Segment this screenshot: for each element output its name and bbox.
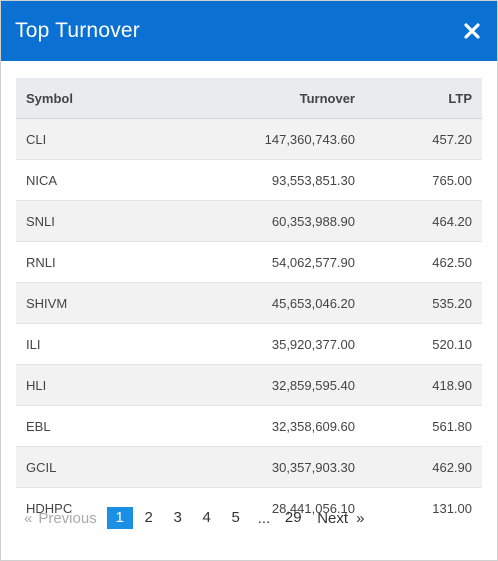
- turnover-cell: 45,653,046.20: [147, 282, 355, 324]
- table-row[interactable]: SHIVM 45,653,046.20 535.20: [16, 282, 482, 324]
- ltp-cell: 462.50: [355, 241, 482, 283]
- symbol-cell: SNLI: [16, 200, 148, 242]
- table-header-row: Symbol Turnover LTP: [16, 78, 482, 119]
- symbol-cell: EBL: [16, 405, 148, 447]
- table-body: CLI 147,360,743.60 457.20 NICA 93,553,851.30…: [16, 118, 482, 528]
- symbol-cell: ILI: [16, 323, 148, 365]
- close-icon[interactable]: [463, 22, 483, 42]
- turnover-cell: 93,553,851.30: [147, 159, 355, 201]
- modal-header: Top Turnover: [1, 1, 497, 61]
- table-row[interactable]: CLI 147,360,743.60 457.20: [16, 118, 482, 160]
- ltp-cell: 765.00: [355, 159, 482, 201]
- column-header-ltp[interactable]: LTP: [355, 78, 482, 119]
- column-header-turnover[interactable]: Turnover: [147, 78, 355, 119]
- pagination: « Previous 1 2 3 4 5 ... 29 Next »: [16, 507, 370, 529]
- symbol-cell: SHIVM: [16, 282, 148, 324]
- column-header-symbol[interactable]: Symbol: [16, 78, 148, 119]
- page-button-4[interactable]: 4: [202, 509, 211, 526]
- ltp-cell: 561.80: [355, 405, 482, 447]
- ltp-cell: 131.00: [355, 487, 482, 528]
- page-button-2[interactable]: 2: [144, 509, 153, 526]
- table-row[interactable]: RNLI 54,062,577.90 462.50: [16, 241, 482, 283]
- turnover-cell: 54,062,577.90: [147, 241, 355, 283]
- turnover-cell: 60,353,988.90: [147, 200, 355, 242]
- turnover-table: Symbol Turnover LTP CLI 147,360,743.60 457…: [16, 78, 482, 528]
- next-page-button[interactable]: Next: [317, 509, 349, 527]
- turnover-cell: 32,859,595.40: [147, 364, 355, 406]
- turnover-cell: 147,360,743.60: [147, 118, 355, 160]
- table-row[interactable]: NICA 93,553,851.30 765.00: [16, 159, 482, 201]
- previous-page-button[interactable]: Previous: [38, 509, 97, 527]
- previous-arrow-icon: «: [24, 509, 33, 527]
- turnover-cell: 35,920,377.00: [147, 323, 355, 365]
- ltp-cell: 520.10: [355, 323, 482, 365]
- ltp-cell: 418.90: [355, 364, 482, 406]
- symbol-cell: GCIL: [16, 446, 148, 488]
- table-row[interactable]: EBL 32,358,609.60 561.80: [16, 405, 482, 447]
- table-row[interactable]: HDHPC 28,441,056.10 131.00: [16, 487, 482, 528]
- symbol-cell: HLI: [16, 364, 148, 406]
- next-arrow-icon[interactable]: »: [356, 509, 365, 527]
- ltp-cell: 464.20: [355, 200, 482, 242]
- table-row[interactable]: SNLI 60,353,988.90 464.20: [16, 200, 482, 242]
- symbol-cell: RNLI: [16, 241, 148, 283]
- pagination-ellipsis: ...: [257, 509, 271, 527]
- turnover-table-container: Symbol Turnover LTP CLI 147,360,743.60 457…: [16, 78, 482, 528]
- page-button-1[interactable]: 1: [106, 507, 133, 529]
- modal-title: Top Turnover: [15, 19, 140, 42]
- table-row[interactable]: HLI 32,859,595.40 418.90: [16, 364, 482, 406]
- turnover-cell: 28,441,056.10: [147, 487, 355, 528]
- ltp-cell: 535.20: [355, 282, 482, 324]
- symbol-cell: NICA: [16, 159, 148, 201]
- table-row[interactable]: ILI 35,920,377.00 520.10: [16, 323, 482, 365]
- table-row[interactable]: GCIL 30,357,903.30 462.90: [16, 446, 482, 488]
- symbol-cell: CLI: [16, 118, 148, 160]
- page-button-last[interactable]: 29: [284, 509, 302, 526]
- turnover-cell: 30,357,903.30: [147, 446, 355, 488]
- page-button-5[interactable]: 5: [231, 509, 240, 526]
- ltp-cell: 462.90: [355, 446, 482, 488]
- page-button-3[interactable]: 3: [173, 509, 182, 526]
- ltp-cell: 457.20: [355, 118, 482, 160]
- turnover-cell: 32,358,609.60: [147, 405, 355, 447]
